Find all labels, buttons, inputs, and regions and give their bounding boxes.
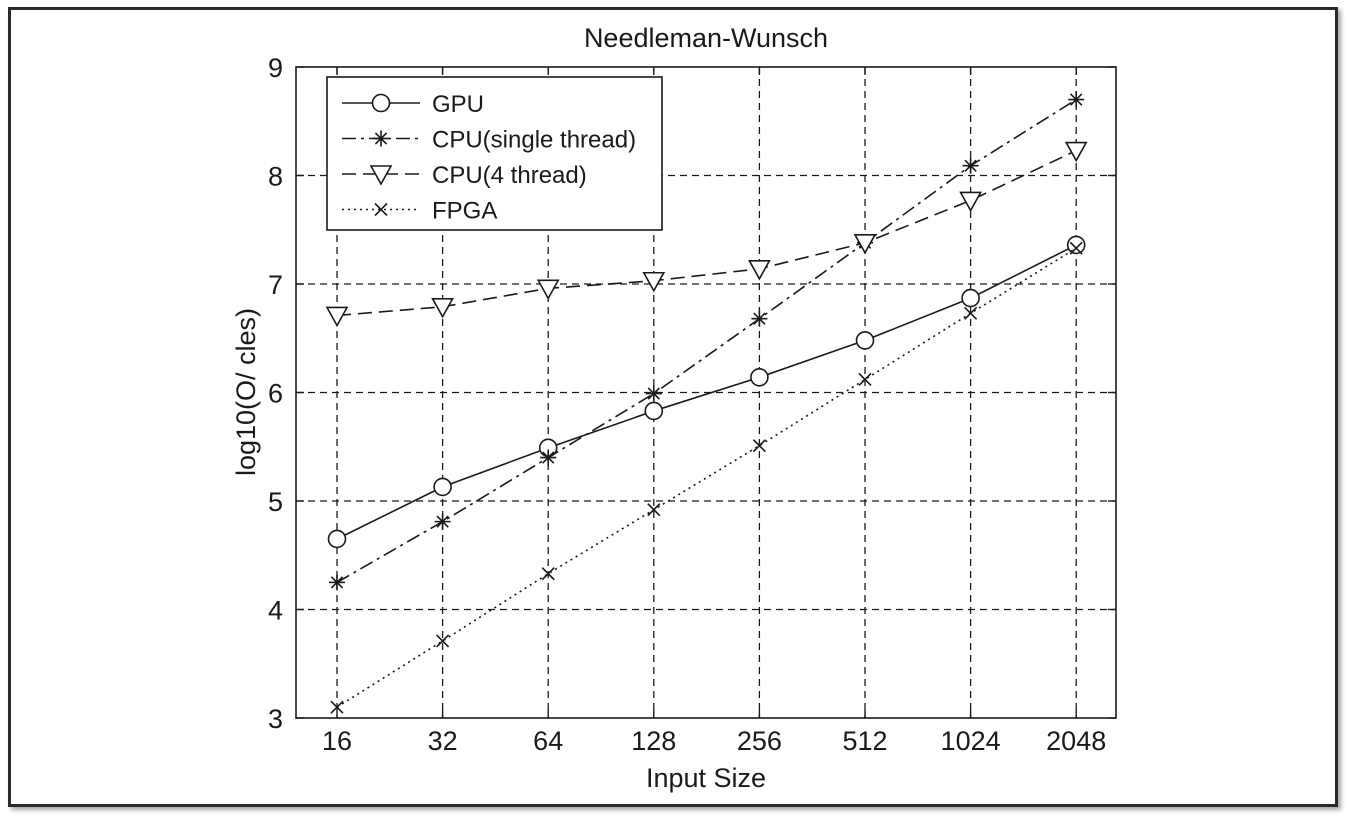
series-gpu — [327, 235, 1086, 549]
series-cpu-4-thread — [325, 141, 1088, 328]
data-point-cpu-single-thread — [434, 513, 451, 530]
x-tick-label: 2048 — [1046, 726, 1106, 756]
series-fpga — [330, 241, 1083, 714]
data-point-cpu-4-thread — [536, 279, 560, 300]
data-point-gpu — [644, 401, 664, 421]
data-point-cpu-4-thread — [748, 260, 771, 281]
y-tick-label: 6 — [268, 379, 283, 409]
data-point-gpu — [961, 288, 980, 308]
legend-item: FPGA — [342, 198, 497, 225]
data-point-fpga — [964, 306, 978, 320]
data-point-gpu — [1066, 235, 1086, 255]
y-tick-label: 7 — [268, 270, 283, 300]
legend-marker — [369, 165, 393, 186]
legend-marker — [374, 202, 388, 217]
data-point-fpga — [752, 439, 766, 453]
y-tick-label: 9 — [268, 53, 283, 83]
y-tick-label: 5 — [268, 487, 283, 517]
x-tick-label: 512 — [842, 726, 887, 756]
x-tick-label: 32 — [428, 726, 458, 756]
data-point-cpu-4-thread — [431, 297, 454, 319]
x-tick-label: 64 — [533, 726, 563, 756]
data-point-fpga — [436, 634, 450, 648]
data-point-cpu-single-thread — [329, 574, 345, 591]
axis-ticks: 16 32 64 128 256 512 1024 2048 3 4 5 6 7 8 9 — [268, 53, 1116, 756]
x-tick-label: 128 — [631, 726, 676, 756]
data-point-cpu-4-thread — [1064, 141, 1088, 163]
series-layer — [325, 91, 1088, 714]
data-point-cpu-single-thread — [962, 157, 979, 174]
y-axis-title: log10(O/ cles) — [231, 308, 261, 476]
legend-label: FPGA — [432, 198, 497, 225]
data-point-cpu-4-thread — [325, 306, 349, 328]
legend-label: CPU(4 thread) — [432, 162, 587, 189]
data-point-fpga — [647, 503, 661, 517]
series-line-fpga — [336, 247, 1077, 708]
legend-item: CPU(single thread) — [342, 127, 636, 154]
data-point-cpu-4-thread — [642, 271, 666, 293]
data-point-fpga — [858, 372, 872, 387]
data-point-cpu-single-thread — [645, 385, 662, 402]
data-point-gpu — [750, 368, 769, 387]
data-point-cpu-4-thread — [853, 233, 877, 255]
chart-title: Needleman-Wunsch — [584, 23, 828, 53]
data-point-gpu — [855, 331, 875, 350]
data-point-cpu-single-thread — [1068, 91, 1085, 108]
legend-marker — [371, 93, 391, 113]
data-point-fpga — [330, 700, 344, 714]
y-tick-label: 3 — [268, 704, 283, 734]
data-point-cpu-4-thread — [959, 191, 982, 213]
y-tick-label: 8 — [268, 162, 283, 192]
data-point-gpu — [327, 529, 347, 549]
series-line-gpu — [336, 244, 1077, 540]
legend-item: GPU — [342, 91, 484, 118]
series-line-cpu-single-thread — [336, 98, 1077, 584]
data-point-gpu — [433, 477, 452, 497]
data-point-fpga — [541, 567, 555, 581]
data-point-fpga — [1069, 241, 1083, 255]
legend: GPU CPU(single thread) CPU(4 thread) FPGA — [326, 76, 663, 231]
data-point-cpu-single-thread — [751, 310, 768, 327]
x-tick-label: 256 — [737, 726, 782, 756]
legend-label: CPU(single thread) — [432, 127, 636, 154]
legend-label: GPU — [432, 91, 484, 118]
x-tick-label: 1024 — [941, 726, 1001, 756]
y-tick-label: 4 — [268, 596, 283, 626]
legend-item: CPU(4 thread) — [342, 162, 587, 189]
legend-marker — [373, 130, 389, 147]
data-point-cpu-single-thread — [540, 449, 557, 466]
x-tick-label: 16 — [322, 726, 352, 756]
x-axis-title: Input Size — [646, 763, 766, 793]
